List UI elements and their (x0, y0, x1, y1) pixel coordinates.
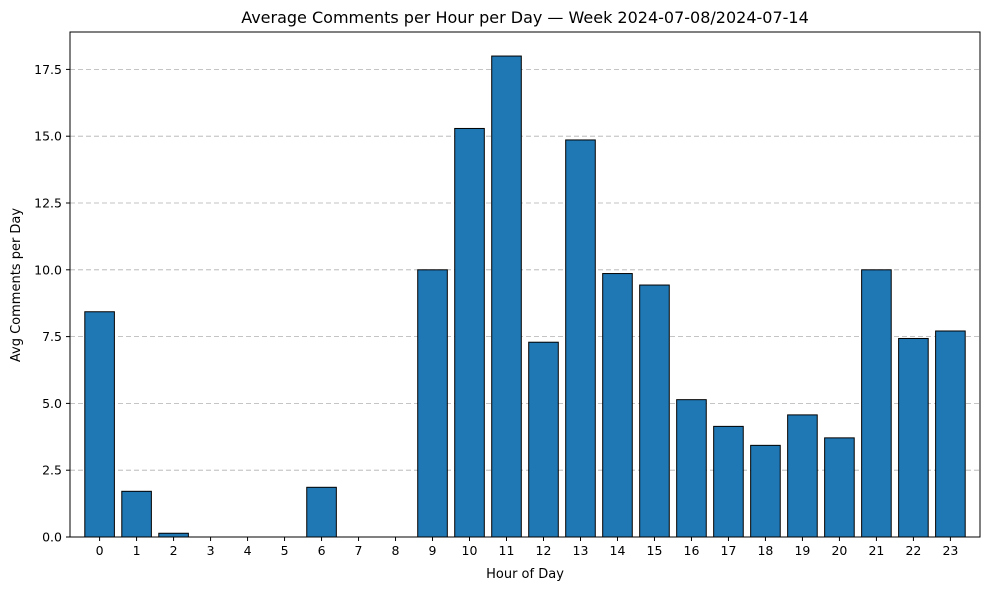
x-tick-label: 14 (610, 543, 626, 558)
y-tick-label: 0.0 (42, 530, 62, 545)
x-axis-label: Hour of Day (486, 567, 564, 582)
bar-hour-9 (417, 269, 448, 538)
y-axis-ticks: 0.0 2.5 5.0 7.5 10.0 12.5 15.0 17.5 (34, 62, 70, 545)
x-tick-label: 17 (721, 543, 737, 558)
y-tick-label: 5.0 (42, 396, 62, 411)
x-tick-label: 5 (281, 543, 289, 558)
y-tick-label: 7.5 (42, 329, 62, 344)
x-tick-label: 16 (684, 543, 700, 558)
bar-hour-11 (491, 55, 522, 538)
y-axis-label: Avg Comments per Day (9, 208, 24, 363)
x-tick-label: 15 (647, 543, 663, 558)
bar-hour-2 (158, 532, 189, 538)
y-tick-label: 10.0 (34, 262, 62, 277)
x-tick-label: 13 (573, 543, 589, 558)
bar-hour-21 (861, 269, 892, 538)
x-tick-label: 23 (942, 543, 958, 558)
bar-hour-6 (306, 486, 337, 538)
x-tick-label: 7 (355, 543, 363, 558)
x-tick-label: 2 (170, 543, 178, 558)
bar-hour-18 (750, 444, 781, 538)
bar-hour-20 (824, 437, 855, 538)
plot-frame (69, 31, 981, 538)
x-tick-label: 21 (868, 543, 884, 558)
x-tick-label: 20 (831, 543, 847, 558)
bar-hour-17 (713, 425, 744, 538)
x-tick-label: 3 (207, 543, 215, 558)
x-tick-label: 10 (462, 543, 478, 558)
x-tick-label: 1 (133, 543, 141, 558)
bar-hour-19 (787, 414, 818, 538)
y-tick-label: 15.0 (34, 129, 62, 144)
x-tick-label: 4 (244, 543, 252, 558)
bar-hour-0 (84, 311, 115, 538)
grid-lines (70, 69, 980, 471)
bar-hour-15 (639, 284, 670, 538)
x-tick-label: 18 (757, 543, 773, 558)
bar-hour-1 (121, 490, 152, 538)
x-tick-label: 6 (318, 543, 326, 558)
x-tick-label: 12 (536, 543, 552, 558)
bar-hour-16 (676, 399, 707, 538)
bar-hour-22 (898, 337, 929, 538)
y-tick-label: 2.5 (42, 463, 62, 478)
x-axis-ticks: 0 1 2 3 4 5 6 7 8 9 10 11 12 13 14 15 16 17 18 19 20 21 22 23 (96, 537, 958, 558)
x-tick-label: 22 (905, 543, 921, 558)
bar-hour-23 (935, 330, 966, 538)
x-tick-label: 11 (499, 543, 515, 558)
x-tick-label: 8 (392, 543, 400, 558)
y-tick-label: 12.5 (34, 196, 62, 211)
x-tick-label: 0 (96, 543, 104, 558)
bar-hour-10 (454, 127, 485, 538)
bars (84, 55, 966, 538)
chart-title: Average Comments per Hour per Day — Week… (241, 8, 809, 27)
bar-hour-13 (565, 139, 596, 538)
bar-hour-14 (602, 273, 633, 538)
x-tick-label: 9 (429, 543, 437, 558)
bar-hour-12 (528, 341, 559, 538)
y-tick-label: 17.5 (34, 62, 62, 77)
x-tick-label: 19 (794, 543, 810, 558)
